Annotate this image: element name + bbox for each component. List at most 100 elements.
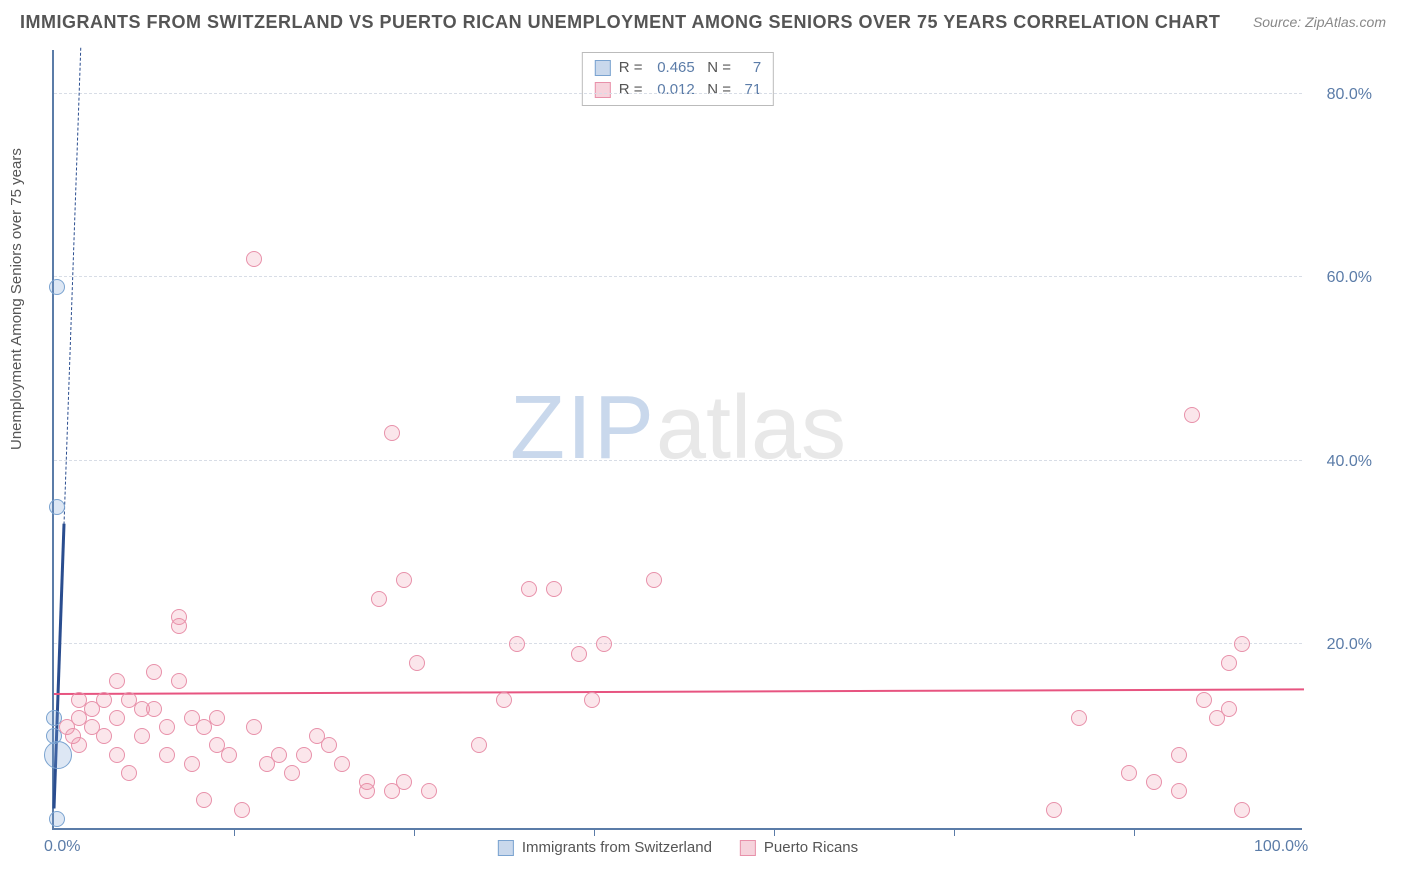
data-point (1184, 407, 1200, 423)
data-point (1046, 802, 1062, 818)
legend-label: Immigrants from Switzerland (522, 839, 712, 856)
stat-r-value: 0.465 (647, 57, 695, 79)
data-point (109, 710, 125, 726)
data-point (1071, 710, 1087, 726)
data-point (584, 692, 600, 708)
x-tick-label: 0.0% (44, 838, 80, 856)
watermark-zip: ZIP (510, 378, 656, 478)
data-point (384, 425, 400, 441)
stat-r-label: R = (619, 81, 647, 98)
data-point (1171, 783, 1187, 799)
data-point (359, 774, 375, 790)
data-point (296, 747, 312, 763)
data-point (146, 701, 162, 717)
legend-swatch (595, 82, 611, 98)
legend-item: Immigrants from Switzerland (498, 839, 712, 856)
data-point (546, 581, 562, 597)
plot-area: ZIPatlas R = 0.465 N = 7R = 0.012 N = 71… (52, 50, 1302, 830)
stat-n-label: N = (707, 81, 735, 98)
data-point (321, 737, 337, 753)
data-point (246, 251, 262, 267)
legend-label: Puerto Ricans (764, 839, 858, 856)
data-point (171, 609, 187, 625)
data-point (1121, 765, 1137, 781)
data-point (421, 783, 437, 799)
data-point (1234, 636, 1250, 652)
data-point (184, 756, 200, 772)
stats-legend-row: R = 0.012 N = 71 (595, 79, 761, 101)
data-point (109, 673, 125, 689)
watermark-atlas: atlas (656, 378, 846, 478)
data-point (221, 747, 237, 763)
source-attribution: Source: ZipAtlas.com (1253, 14, 1386, 30)
x-tick-label: 100.0% (1254, 838, 1308, 856)
data-point (49, 279, 65, 295)
data-point (196, 792, 212, 808)
data-point (109, 747, 125, 763)
data-point (71, 737, 87, 753)
stat-r-value: 0.012 (647, 79, 695, 101)
chart-title: IMMIGRANTS FROM SWITZERLAND VS PUERTO RI… (20, 12, 1220, 33)
stat-n-value: 71 (735, 79, 761, 101)
data-point (1221, 655, 1237, 671)
stat-n-label: N = (707, 59, 735, 76)
gridline (54, 93, 1302, 94)
data-point (1146, 774, 1162, 790)
data-point (209, 710, 225, 726)
data-point (1234, 802, 1250, 818)
data-point (1171, 747, 1187, 763)
gridline (54, 276, 1302, 277)
data-point (521, 581, 537, 597)
data-point (134, 728, 150, 744)
series-legend: Immigrants from Switzerland Puerto Ricans (484, 839, 872, 856)
stat-r-label: R = (619, 59, 647, 76)
data-point (396, 774, 412, 790)
x-tick-mark (594, 828, 595, 836)
data-point (646, 572, 662, 588)
data-point (509, 636, 525, 652)
data-point (571, 646, 587, 662)
data-point (409, 655, 425, 671)
trend-line (54, 688, 1304, 695)
data-point (96, 728, 112, 744)
data-point (1196, 692, 1212, 708)
data-point (49, 811, 65, 827)
y-tick-label: 80.0% (1312, 86, 1372, 104)
data-point (334, 756, 350, 772)
data-point (159, 747, 175, 763)
y-tick-label: 20.0% (1312, 636, 1372, 654)
x-tick-mark (1134, 828, 1135, 836)
x-tick-mark (414, 828, 415, 836)
legend-swatch (498, 840, 514, 856)
data-point (159, 719, 175, 735)
data-point (121, 765, 137, 781)
x-tick-mark (234, 828, 235, 836)
y-tick-label: 60.0% (1312, 269, 1372, 287)
data-point (44, 741, 72, 769)
legend-swatch (740, 840, 756, 856)
data-point (1221, 701, 1237, 717)
trend-line-dashed (64, 47, 82, 524)
data-point (246, 719, 262, 735)
x-tick-mark (774, 828, 775, 836)
data-point (396, 572, 412, 588)
gridline (54, 643, 1302, 644)
y-axis-label: Unemployment Among Seniors over 75 years (8, 148, 25, 450)
gridline (54, 460, 1302, 461)
data-point (371, 591, 387, 607)
legend-swatch (595, 60, 611, 76)
correlation-stats-legend: R = 0.465 N = 7R = 0.012 N = 71 (582, 52, 774, 106)
data-point (146, 664, 162, 680)
x-tick-mark (954, 828, 955, 836)
data-point (171, 673, 187, 689)
data-point (234, 802, 250, 818)
data-point (596, 636, 612, 652)
data-point (49, 499, 65, 515)
legend-item: Puerto Ricans (740, 839, 858, 856)
watermark: ZIPatlas (510, 377, 846, 480)
data-point (271, 747, 287, 763)
data-point (496, 692, 512, 708)
stat-n-value: 7 (735, 57, 761, 79)
data-point (284, 765, 300, 781)
stats-legend-row: R = 0.465 N = 7 (595, 57, 761, 79)
